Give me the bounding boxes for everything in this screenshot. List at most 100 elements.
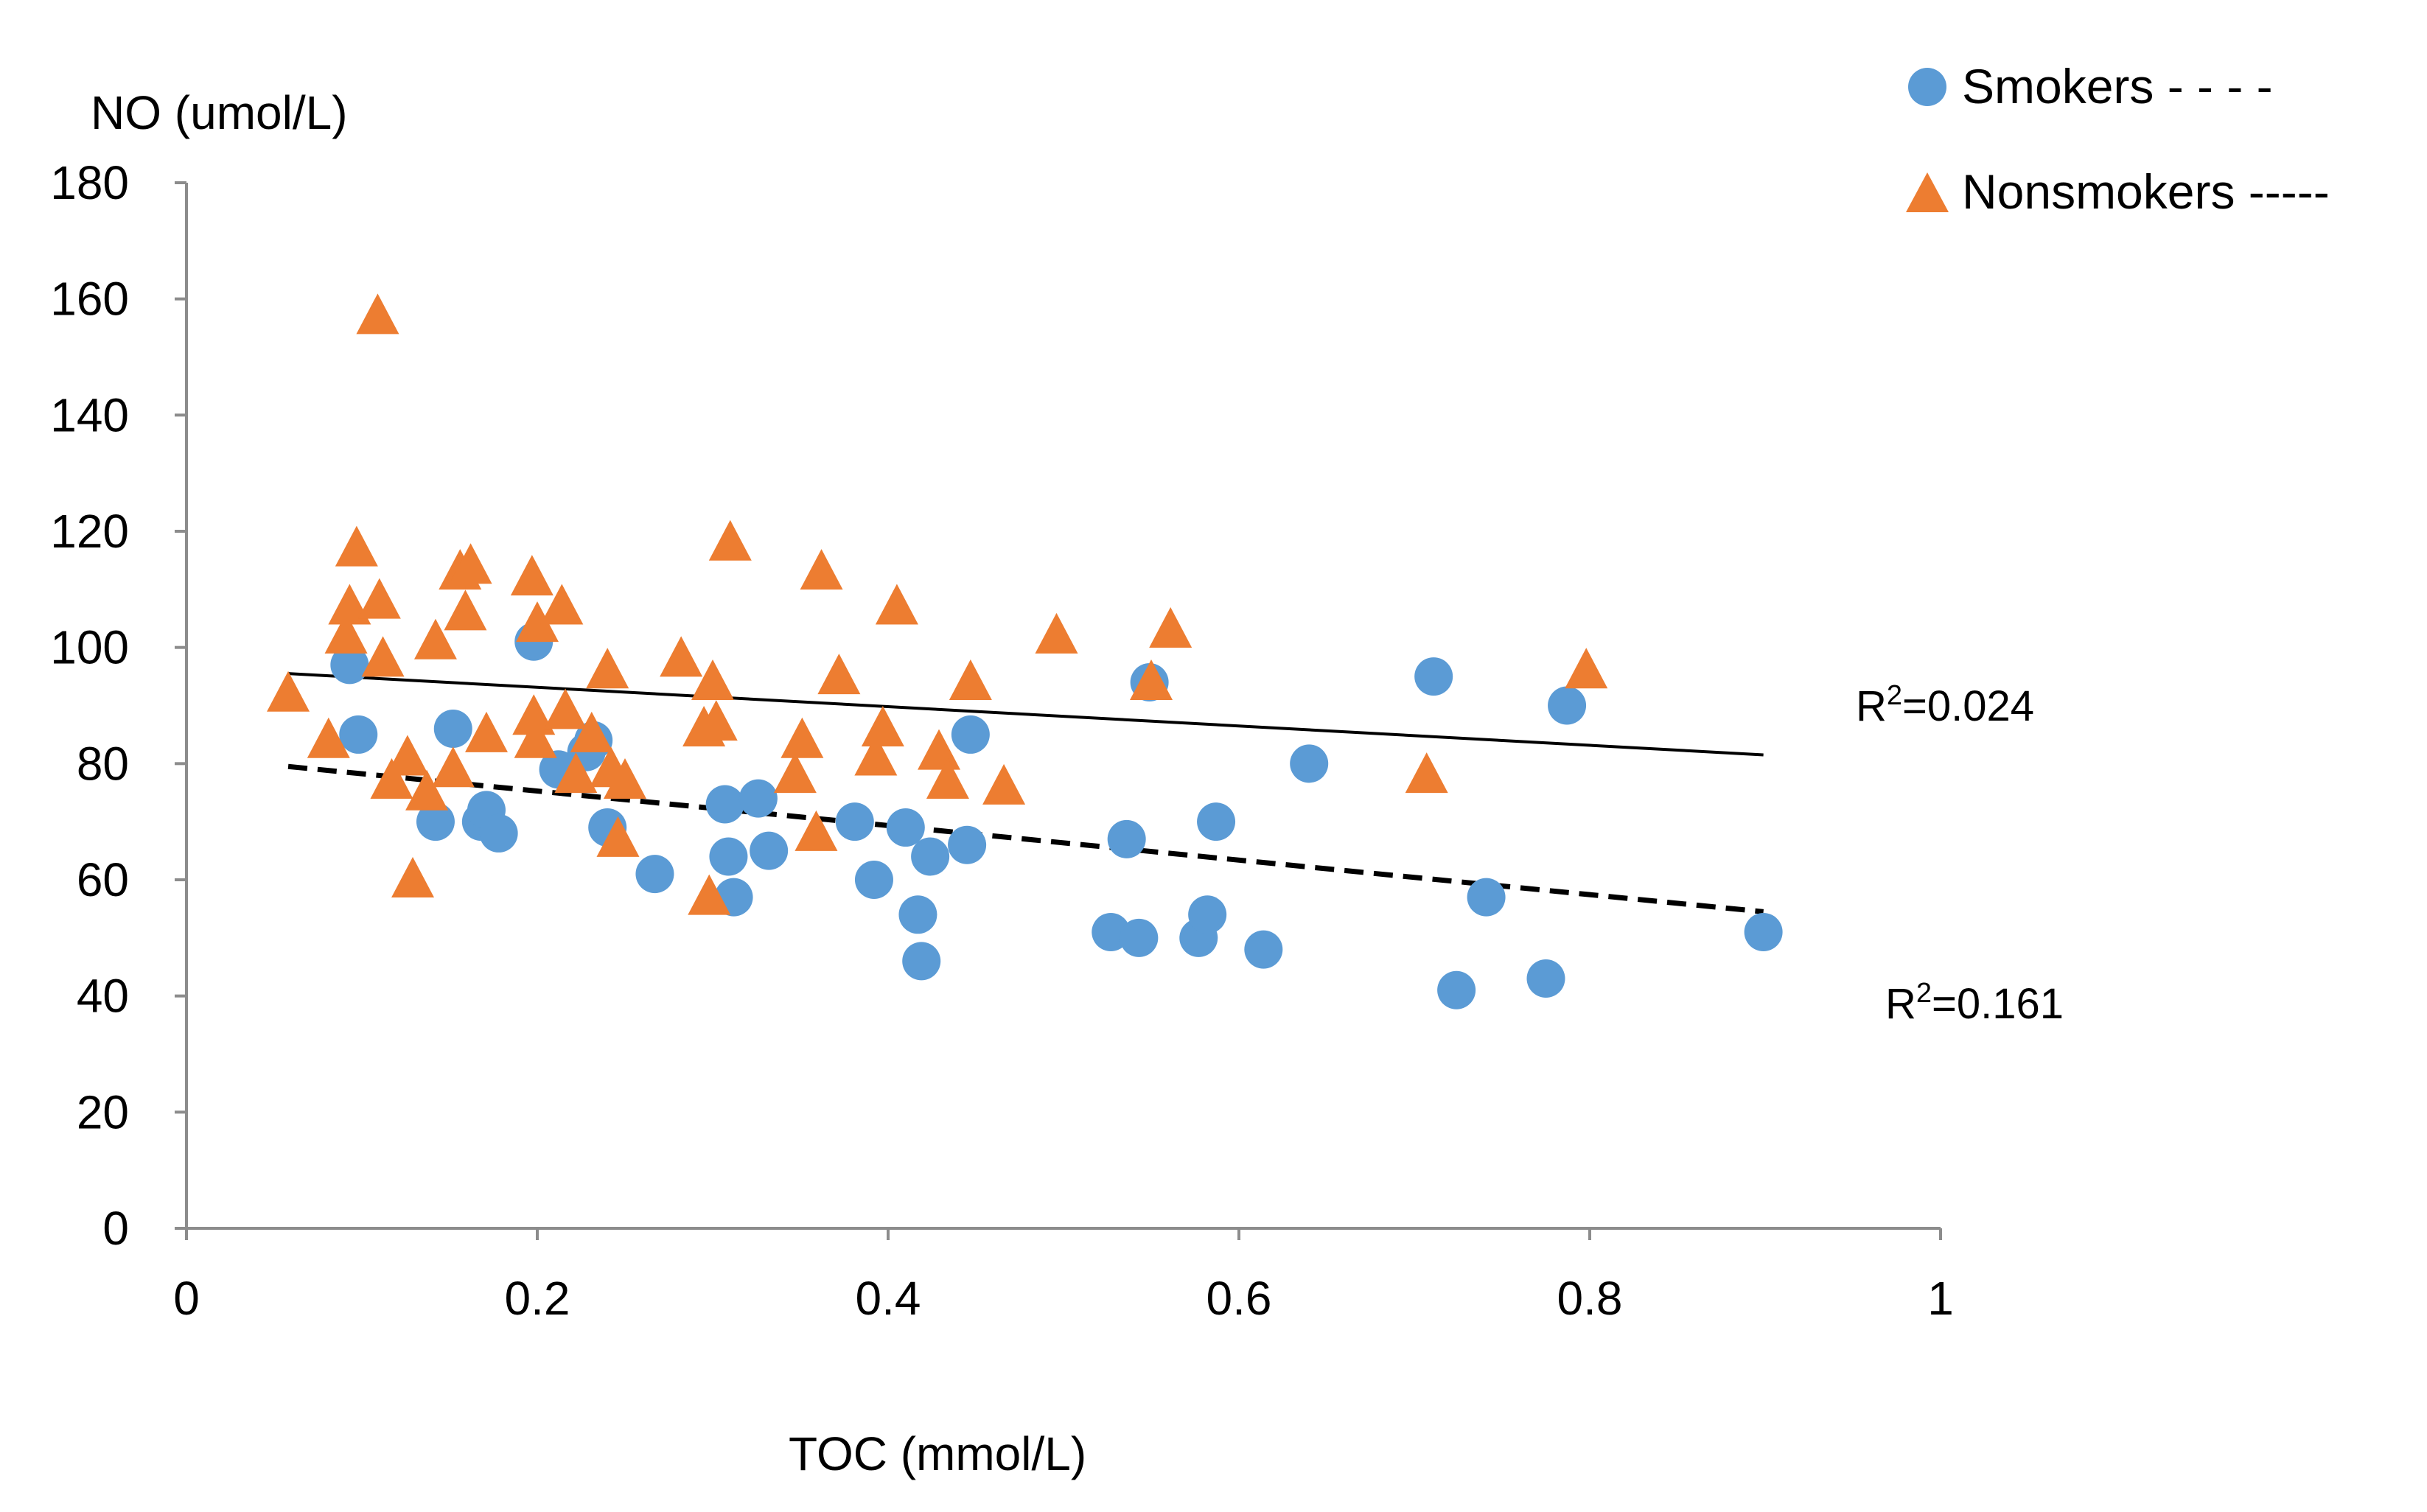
x-tick-label: 0.4: [856, 1272, 921, 1325]
smoker-point: [1744, 912, 1783, 951]
nonsmoker-point: [554, 752, 598, 794]
smoker-point: [1437, 970, 1476, 1009]
nonsmoker-point: [464, 711, 508, 752]
legend-marker-nonsmokers: [1906, 172, 1949, 212]
smoker-point: [709, 837, 748, 876]
nonsmokers-points: [267, 293, 1608, 915]
smoker-point: [433, 710, 472, 749]
nonsmoker-point: [1035, 612, 1078, 654]
nonsmoker-point: [510, 555, 554, 596]
y-ticks: 0 20 40 60 80 100 120 140 160 180: [50, 156, 186, 1255]
legend-label-smokers: Smokers - - - -: [1962, 59, 2273, 113]
nonsmoker-point: [449, 543, 492, 584]
r2-prefix: R: [1856, 682, 1887, 730]
smoker-point: [339, 715, 378, 754]
nonsmoker-point: [1149, 607, 1192, 648]
smoker-point: [1197, 802, 1236, 841]
nonsmoker-point: [688, 874, 731, 915]
r2-superscript: 2: [1916, 978, 1932, 1009]
nonsmoker-point: [516, 601, 559, 643]
nonsmoker-point: [875, 584, 918, 625]
smoker-point: [738, 779, 778, 818]
legend-label-nonsmokers: Nonsmokers -----: [1962, 164, 2330, 219]
x-tick-label: 0.2: [505, 1272, 570, 1325]
y-tick-label: 80: [77, 737, 129, 790]
nonsmoker-point: [570, 711, 613, 752]
nonsmoker-point: [370, 757, 413, 799]
smoker-point: [635, 855, 674, 894]
smoker-point: [416, 802, 455, 841]
nonsmoker-point: [328, 584, 371, 625]
nonsmoker-point: [781, 717, 824, 758]
smoker-point: [1467, 878, 1506, 917]
nonsmoker-point: [691, 659, 734, 700]
x-ticks: 0 0.2 0.4 0.6 0.8 1: [173, 1228, 1954, 1325]
smoker-point: [911, 837, 950, 876]
nonsmoker-point: [385, 735, 429, 776]
smoker-point: [1244, 930, 1283, 969]
r2-label-nonsmokers: R2=0.024: [1856, 680, 2034, 730]
nonsmoker-point: [540, 584, 584, 625]
smoker-point: [948, 825, 987, 864]
nonsmoker-point: [1405, 752, 1448, 794]
smoker-point: [1120, 918, 1159, 957]
y-tick-label: 180: [50, 156, 129, 209]
nonsmoker-point: [544, 688, 587, 729]
r2-value: =0.024: [1902, 682, 2034, 730]
nonsmoker-point: [773, 752, 817, 794]
nonsmoker-point: [512, 694, 556, 735]
smoker-point: [750, 831, 789, 870]
axes: 0 0.2 0.4 0.6 0.8 1 0 20 40 60 80 100 120 140 160 180: [50, 156, 1954, 1325]
smoker-point: [1290, 744, 1329, 783]
nonsmoker-point: [854, 735, 898, 776]
smoker-point: [902, 942, 941, 981]
nonsmoker-point: [307, 717, 350, 758]
smoker-point: [1526, 959, 1565, 998]
smoker-point: [854, 861, 893, 899]
smoker-point: [1188, 895, 1227, 934]
smoker-point: [951, 715, 990, 754]
nonsmoker-point: [694, 700, 738, 741]
y-tick-label: 160: [50, 273, 129, 326]
y-axis-title: NO (umol/L): [91, 86, 348, 139]
nonsmoker-point: [660, 636, 703, 677]
smoker-point: [1548, 686, 1587, 725]
nonsmoker-point: [405, 769, 449, 811]
x-tick-label: 1: [1927, 1272, 1954, 1325]
nonsmoker-point: [1565, 648, 1608, 689]
smoker-point: [330, 645, 369, 685]
nonsmoker-point: [817, 654, 861, 695]
nonsmoker-point: [596, 816, 640, 857]
r2-prefix: R: [1885, 980, 1916, 1028]
nonsmoker-point: [267, 671, 310, 712]
nonsmoker-point: [586, 648, 629, 689]
smoker-point: [1414, 657, 1453, 696]
nonsmoker-point: [795, 810, 838, 851]
nonsmoker-point: [982, 763, 1026, 805]
y-tick-label: 140: [50, 388, 129, 441]
nonsmoker-point: [431, 746, 475, 788]
smoker-point: [835, 802, 874, 841]
y-tick-label: 60: [77, 853, 129, 906]
x-tick-label: 0.8: [1557, 1272, 1623, 1325]
r2-superscript: 2: [1887, 680, 1902, 711]
nonsmoker-point: [604, 757, 646, 799]
smokers-points: [330, 622, 1783, 1009]
smoker-point: [479, 813, 518, 853]
nonsmoker-point: [357, 578, 401, 619]
nonsmoker-point: [335, 525, 378, 567]
nonsmoker-point: [1130, 659, 1173, 700]
nonsmoker-point: [800, 549, 843, 590]
smoker-point: [898, 895, 937, 934]
nonsmoker-point: [861, 706, 904, 747]
smoker-point: [1107, 819, 1146, 858]
nonsmoker-point: [514, 717, 557, 758]
nonsmoker-point: [708, 519, 752, 561]
r2-value: =0.161: [1932, 980, 2064, 1028]
r2-label-smokers: R2=0.161: [1885, 978, 2064, 1028]
x-tick-label: 0: [173, 1272, 200, 1325]
nonsmoker-point: [324, 612, 368, 654]
nonsmoker-point: [356, 293, 399, 335]
y-tick-label: 40: [77, 970, 129, 1023]
